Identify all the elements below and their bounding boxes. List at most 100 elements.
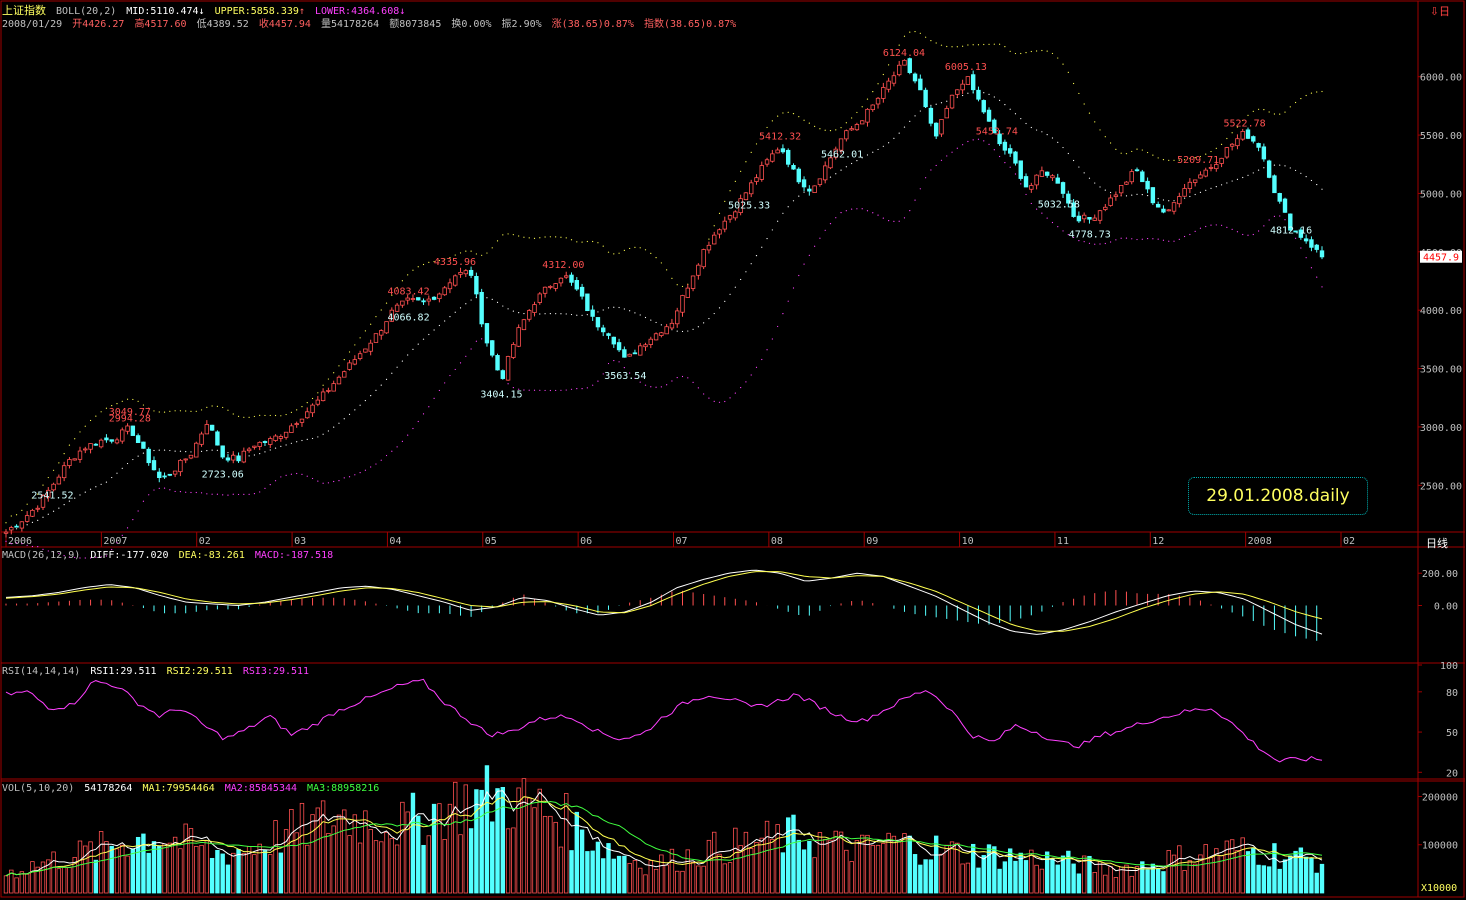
candle-body bbox=[627, 353, 632, 357]
candle-body bbox=[696, 264, 701, 276]
rsi-header: RSI(14,14,14) RSI1:29.511 RSI2:29.511 RS… bbox=[2, 665, 313, 678]
boll-mid-dot bbox=[940, 102, 943, 104]
boll-mid-dot bbox=[851, 162, 853, 165]
boll-upper-dot bbox=[243, 416, 245, 418]
boll-lower-dot bbox=[1194, 230, 1196, 232]
boll-lower-dot bbox=[507, 383, 509, 385]
boll-mid-dot bbox=[692, 328, 694, 330]
volume-bar bbox=[1235, 850, 1240, 894]
candle-body bbox=[1124, 181, 1129, 185]
boll-upper-dot bbox=[644, 249, 647, 251]
candle-body bbox=[1108, 197, 1113, 206]
volume-bar bbox=[1224, 840, 1230, 894]
period-label[interactable]: 日线 bbox=[1426, 537, 1448, 550]
volume-bar bbox=[1161, 871, 1166, 894]
boll-upper-dot bbox=[200, 409, 203, 411]
candle-body bbox=[537, 293, 542, 303]
price-annotation: 5209.71 bbox=[1177, 155, 1219, 166]
candle-body bbox=[933, 122, 939, 137]
boll-lower-dot bbox=[962, 144, 964, 146]
candle-body bbox=[1071, 202, 1076, 217]
boll-upper-dot bbox=[1094, 121, 1096, 123]
boll-mid-dot bbox=[1104, 189, 1106, 191]
volume-bar bbox=[680, 870, 685, 894]
boll-mid-dot bbox=[37, 519, 39, 521]
boll-lower-dot bbox=[1173, 240, 1175, 242]
candle-body bbox=[77, 450, 83, 460]
boll-upper-dot bbox=[486, 252, 488, 254]
volume-bar bbox=[30, 861, 35, 894]
boll-upper-dot bbox=[1125, 153, 1128, 155]
candle-body bbox=[431, 296, 437, 300]
boll-upper-dot bbox=[533, 237, 536, 239]
volume-bar bbox=[749, 848, 754, 894]
price-header: 上证指数 BOLL(20,2) MID:5110.474↓ UPPER:5858… bbox=[2, 4, 409, 18]
boll-lower-dot bbox=[1004, 161, 1006, 164]
volume-bar bbox=[1087, 855, 1092, 894]
boll-mid-dot bbox=[512, 310, 514, 312]
boll-mid-dot bbox=[613, 306, 615, 308]
boll-mid-dot bbox=[264, 451, 266, 453]
boll-upper-dot bbox=[412, 269, 414, 271]
boll-mid-dot bbox=[607, 307, 610, 309]
volume-bar bbox=[1171, 854, 1177, 894]
boll-upper-dot bbox=[491, 247, 493, 249]
boll-upper-dot bbox=[359, 337, 361, 339]
boll-upper-dot bbox=[380, 309, 382, 311]
boll-upper-dot bbox=[285, 413, 287, 416]
volume-bar bbox=[590, 850, 595, 894]
volume-bar bbox=[585, 851, 590, 894]
boll-mid-dot bbox=[428, 333, 430, 336]
boll-lower-dot bbox=[703, 393, 705, 395]
volume-bar bbox=[542, 815, 548, 894]
boll-lower-dot bbox=[301, 473, 303, 475]
boll-upper-dot bbox=[475, 253, 477, 255]
boll-mid-dot bbox=[660, 324, 662, 326]
boll-lower-dot bbox=[1088, 242, 1091, 244]
boll-lower-dot bbox=[919, 188, 921, 190]
volume-bar bbox=[400, 801, 405, 894]
boll-lower-dot bbox=[248, 493, 250, 495]
index-name[interactable]: 上证指数 bbox=[2, 4, 46, 17]
macd-dea-line bbox=[5, 571, 1323, 632]
boll-mid-dot bbox=[655, 321, 657, 324]
boll-lower-dot bbox=[433, 397, 435, 399]
boll-upper-dot bbox=[311, 397, 314, 400]
boll-mid-dot bbox=[1025, 122, 1027, 125]
quote-date: 2008/01/29 bbox=[2, 19, 63, 30]
boll-mid-dot bbox=[1168, 200, 1170, 202]
boll-upper-dot bbox=[581, 241, 583, 243]
boll-upper-dot bbox=[977, 44, 980, 46]
volume-bar bbox=[109, 845, 114, 894]
boll-upper-dot bbox=[470, 250, 472, 252]
volume-bar bbox=[426, 835, 432, 894]
boll-lower-dot bbox=[824, 229, 826, 231]
boll-mid-dot bbox=[882, 145, 884, 147]
boll-upper-dot bbox=[840, 127, 842, 129]
candle-body bbox=[632, 352, 638, 355]
volume-bar bbox=[955, 842, 960, 894]
volume-bar bbox=[299, 802, 305, 894]
restore-button[interactable]: ⇩日 bbox=[1430, 3, 1450, 19]
boll-lower-dot bbox=[465, 355, 467, 357]
candle-body bbox=[817, 178, 823, 185]
boll-upper-dot bbox=[607, 251, 610, 253]
boll-mid-dot bbox=[634, 312, 636, 314]
boll-mid-dot bbox=[438, 324, 440, 327]
boll-upper-dot bbox=[111, 405, 113, 407]
x-tick-label: 2007 bbox=[103, 536, 127, 547]
boll-lower-dot bbox=[872, 212, 874, 214]
candle-body bbox=[1050, 175, 1055, 179]
volume-bar bbox=[394, 844, 400, 894]
boll-mid-dot bbox=[840, 169, 842, 171]
boll-upper-dot bbox=[1115, 148, 1117, 150]
candle-body bbox=[891, 75, 897, 84]
boll-upper-dot bbox=[1284, 111, 1286, 113]
rsi-y-tick-label: 20 bbox=[1446, 768, 1458, 779]
boll-lower-dot bbox=[68, 556, 71, 558]
boll-lower-dot bbox=[470, 348, 472, 350]
boll-upper-dot bbox=[1109, 142, 1112, 144]
candle-body bbox=[923, 89, 928, 108]
restore-label: 日 bbox=[1439, 5, 1450, 18]
